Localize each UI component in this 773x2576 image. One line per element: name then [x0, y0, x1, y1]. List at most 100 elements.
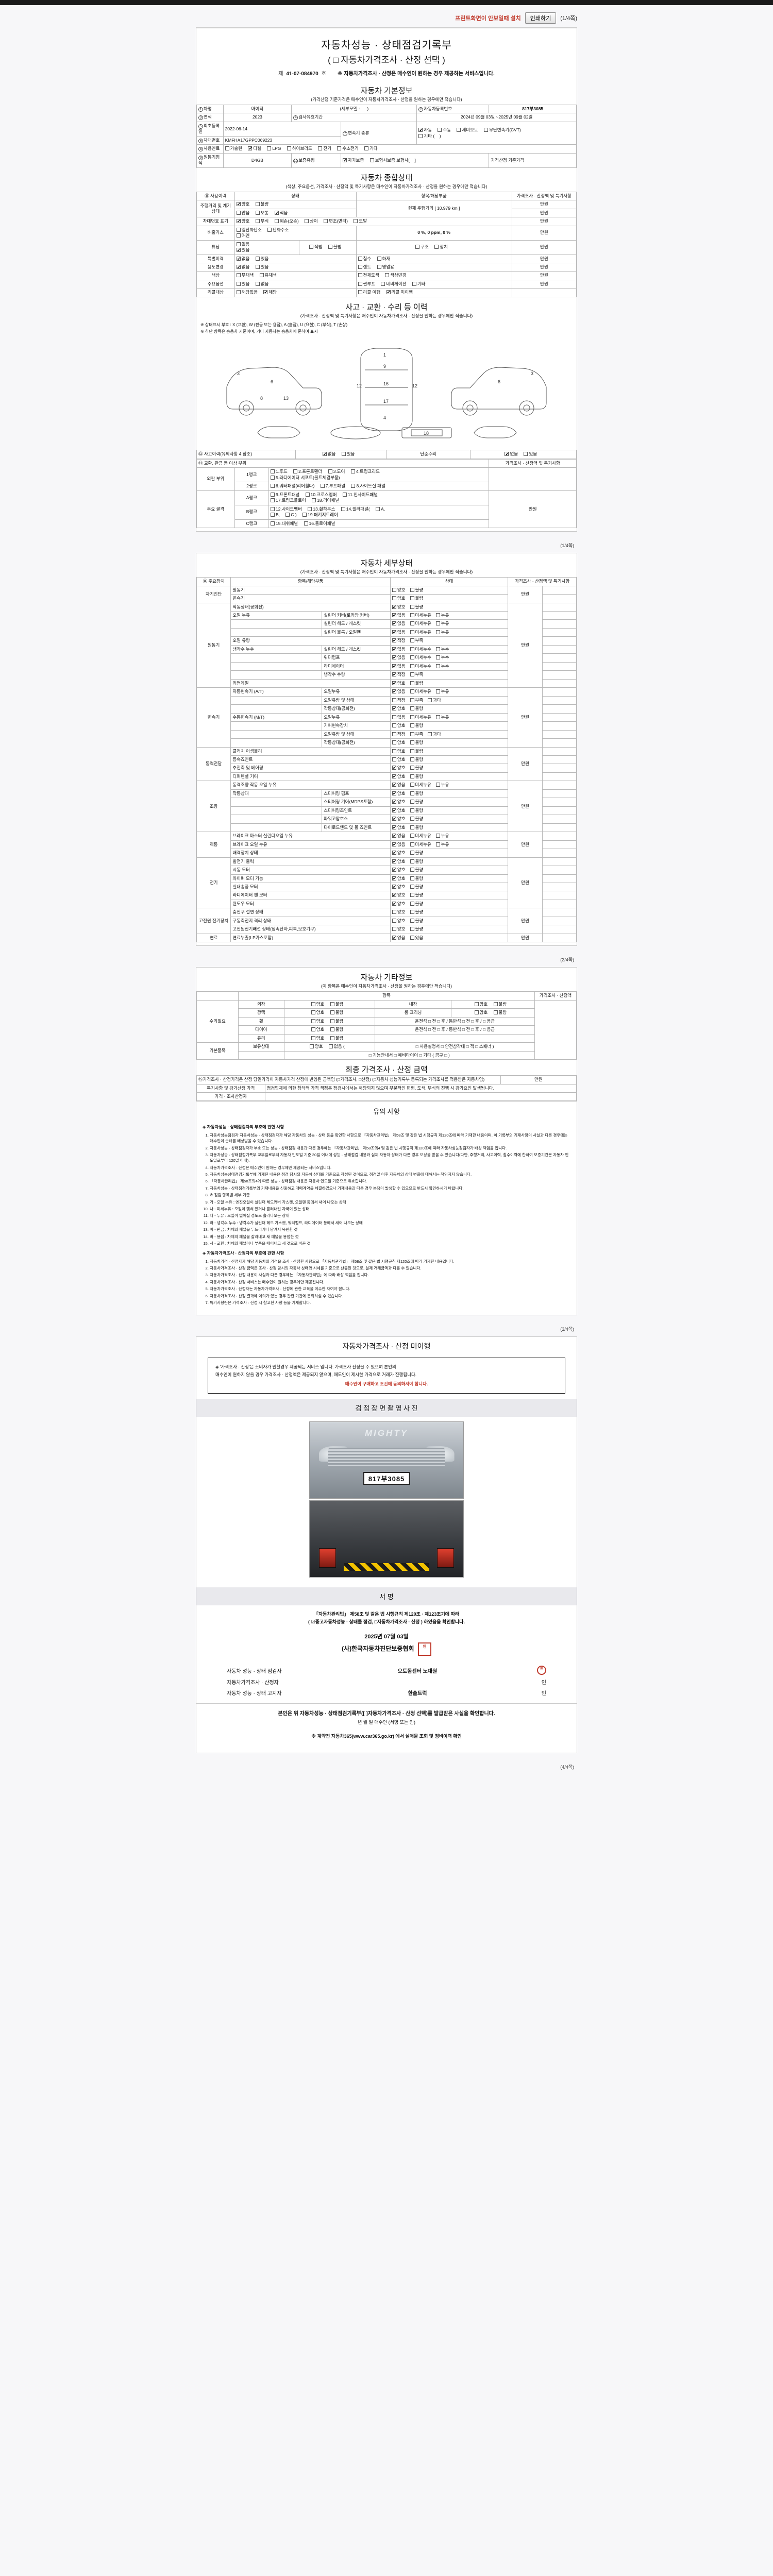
opt-cvt[interactable]: 무단변속기(CVT)	[484, 127, 521, 133]
detail-option[interactable]: 양호	[392, 757, 406, 762]
checkbox-icon[interactable]	[392, 629, 396, 635]
checkbox-icon[interactable]	[392, 637, 396, 644]
checkbox-icon[interactable]	[410, 681, 414, 685]
checkbox-icon[interactable]	[435, 834, 440, 838]
checkbox-icon[interactable]	[410, 783, 414, 787]
checkbox-icon[interactable]	[410, 918, 414, 923]
checkbox-icon[interactable]	[410, 868, 414, 872]
part-hood[interactable]: 1.후드	[271, 469, 288, 474]
checkbox-icon[interactable]	[392, 749, 396, 753]
roomclean-bad[interactable]: 불량	[493, 1010, 507, 1015]
checkbox-icon[interactable]	[410, 732, 414, 736]
opt-auto[interactable]: 자동	[418, 127, 432, 133]
special-fire[interactable]: 화재	[377, 256, 390, 262]
detail-option[interactable]: 부족	[410, 672, 423, 677]
color-full-repaint[interactable]: 전체도색	[358, 273, 379, 278]
detail-option[interactable]: 누유	[435, 621, 449, 626]
detail-option[interactable]: 있음	[410, 935, 423, 941]
exterior-good[interactable]: 양호	[311, 1002, 324, 1007]
vinmark-damage[interactable]: 훼손(오손)	[274, 218, 299, 224]
mileage-many[interactable]: 많음	[236, 210, 249, 216]
detail-option[interactable]: 양호	[392, 705, 406, 711]
detail-option[interactable]: 부족	[410, 732, 423, 737]
fuel-other[interactable]: 기타	[364, 146, 378, 151]
usechange-commercial[interactable]: 영업용	[377, 264, 394, 270]
wheel-bad[interactable]: 불량	[330, 1019, 343, 1024]
detail-option[interactable]: 양호	[392, 799, 406, 805]
checkbox-icon[interactable]	[392, 732, 396, 736]
detail-option[interactable]: 불량	[410, 850, 423, 856]
tire-good[interactable]: 양호	[311, 1027, 324, 1032]
part-front-panel[interactable]: 9.프론트패널	[271, 492, 299, 498]
usechange-yes[interactable]: 있음	[255, 264, 268, 270]
checkbox-icon[interactable]	[435, 842, 440, 846]
checkbox-icon[interactable]	[410, 791, 414, 795]
detail-option[interactable]: 누유	[435, 689, 449, 694]
part-rear-panel[interactable]: 18.리어패널	[312, 498, 339, 503]
mileage-good[interactable]: 양호	[236, 201, 249, 207]
detail-option[interactable]: 미세누유	[410, 715, 431, 720]
mileage-bad[interactable]: 불량	[255, 201, 268, 207]
warranty-insurance[interactable]: 보험사보증 보험사[ ]	[369, 158, 416, 163]
detail-option[interactable]: 누유	[435, 782, 449, 788]
detail-option[interactable]: 양호	[392, 816, 406, 822]
detail-option[interactable]: 없음	[392, 646, 406, 652]
checkbox-icon[interactable]	[410, 800, 414, 804]
recall-na[interactable]: 해당없음	[236, 290, 258, 295]
checkbox-icon[interactable]	[410, 647, 414, 651]
checkbox-icon[interactable]	[435, 783, 440, 787]
checkbox-icon[interactable]	[410, 927, 414, 931]
checkbox-icon[interactable]	[392, 918, 396, 923]
detail-option[interactable]: 없음	[392, 935, 406, 941]
checkbox-icon[interactable]	[392, 604, 396, 610]
polish-good[interactable]: 양호	[311, 1010, 324, 1015]
detail-option[interactable]: 불량	[410, 765, 423, 771]
fuel-hydrogen[interactable]: 수소전기	[337, 146, 359, 151]
detail-option[interactable]: 없음	[392, 612, 406, 618]
checkbox-icon[interactable]	[428, 732, 432, 736]
checkbox-icon[interactable]	[392, 715, 396, 719]
checkbox-icon[interactable]	[392, 757, 396, 761]
checkbox-icon[interactable]	[392, 723, 396, 728]
detail-option[interactable]: 불량	[410, 774, 423, 779]
interior-good[interactable]: 양호	[474, 1002, 488, 1007]
checkbox-icon[interactable]	[392, 935, 396, 941]
detail-option[interactable]: 누수	[435, 664, 449, 669]
detail-option[interactable]: 누수	[435, 647, 449, 652]
usechange-none[interactable]: 없음	[236, 264, 249, 270]
checkbox-icon[interactable]	[392, 688, 396, 694]
usechange-rent[interactable]: 렌트	[358, 264, 371, 270]
tuning-yes[interactable]: 있음	[236, 247, 249, 253]
mileage-normal[interactable]: 보통	[255, 210, 268, 216]
detail-option[interactable]: 미세누수	[410, 655, 431, 660]
detail-option[interactable]: 양호	[392, 604, 406, 610]
detail-option[interactable]: 누유	[435, 842, 449, 848]
simple-yes[interactable]: 있음	[524, 451, 537, 457]
detail-option[interactable]: 없음	[392, 841, 406, 848]
opt-manual[interactable]: 수동	[438, 127, 451, 133]
checkbox-icon[interactable]	[392, 705, 396, 711]
detail-option[interactable]: 부족	[410, 698, 423, 703]
tire-bad[interactable]: 불량	[330, 1027, 343, 1032]
exterior-bad[interactable]: 불량	[330, 1002, 343, 1007]
checkbox-icon[interactable]	[392, 910, 396, 914]
detail-option[interactable]: 적정	[392, 698, 406, 703]
vinmark-different[interactable]: 상이	[305, 218, 318, 224]
checkbox-icon[interactable]	[410, 706, 414, 711]
detail-option[interactable]: 양호	[392, 850, 406, 856]
part-roof-panel[interactable]: 7.루프패널	[320, 483, 345, 489]
detail-option[interactable]: 없음	[392, 833, 406, 839]
checkbox-icon[interactable]	[410, 757, 414, 761]
detail-option[interactable]: 불량	[410, 825, 423, 831]
part-wheel-house[interactable]: 13.휠하우스	[308, 506, 335, 512]
checkbox-icon[interactable]	[392, 799, 396, 805]
checkbox-icon[interactable]	[410, 817, 414, 821]
checkbox-icon[interactable]	[410, 596, 414, 601]
checkbox-icon[interactable]	[392, 646, 396, 652]
part-dash-panel[interactable]: 15.대쉬패널	[271, 521, 298, 527]
detail-option[interactable]: 불량	[410, 926, 423, 932]
checkbox-icon[interactable]	[392, 927, 396, 931]
detail-option[interactable]: 불량	[410, 681, 423, 686]
simple-none[interactable]: 없음	[505, 451, 518, 457]
recall-done[interactable]: 리콜 이행	[358, 290, 380, 295]
